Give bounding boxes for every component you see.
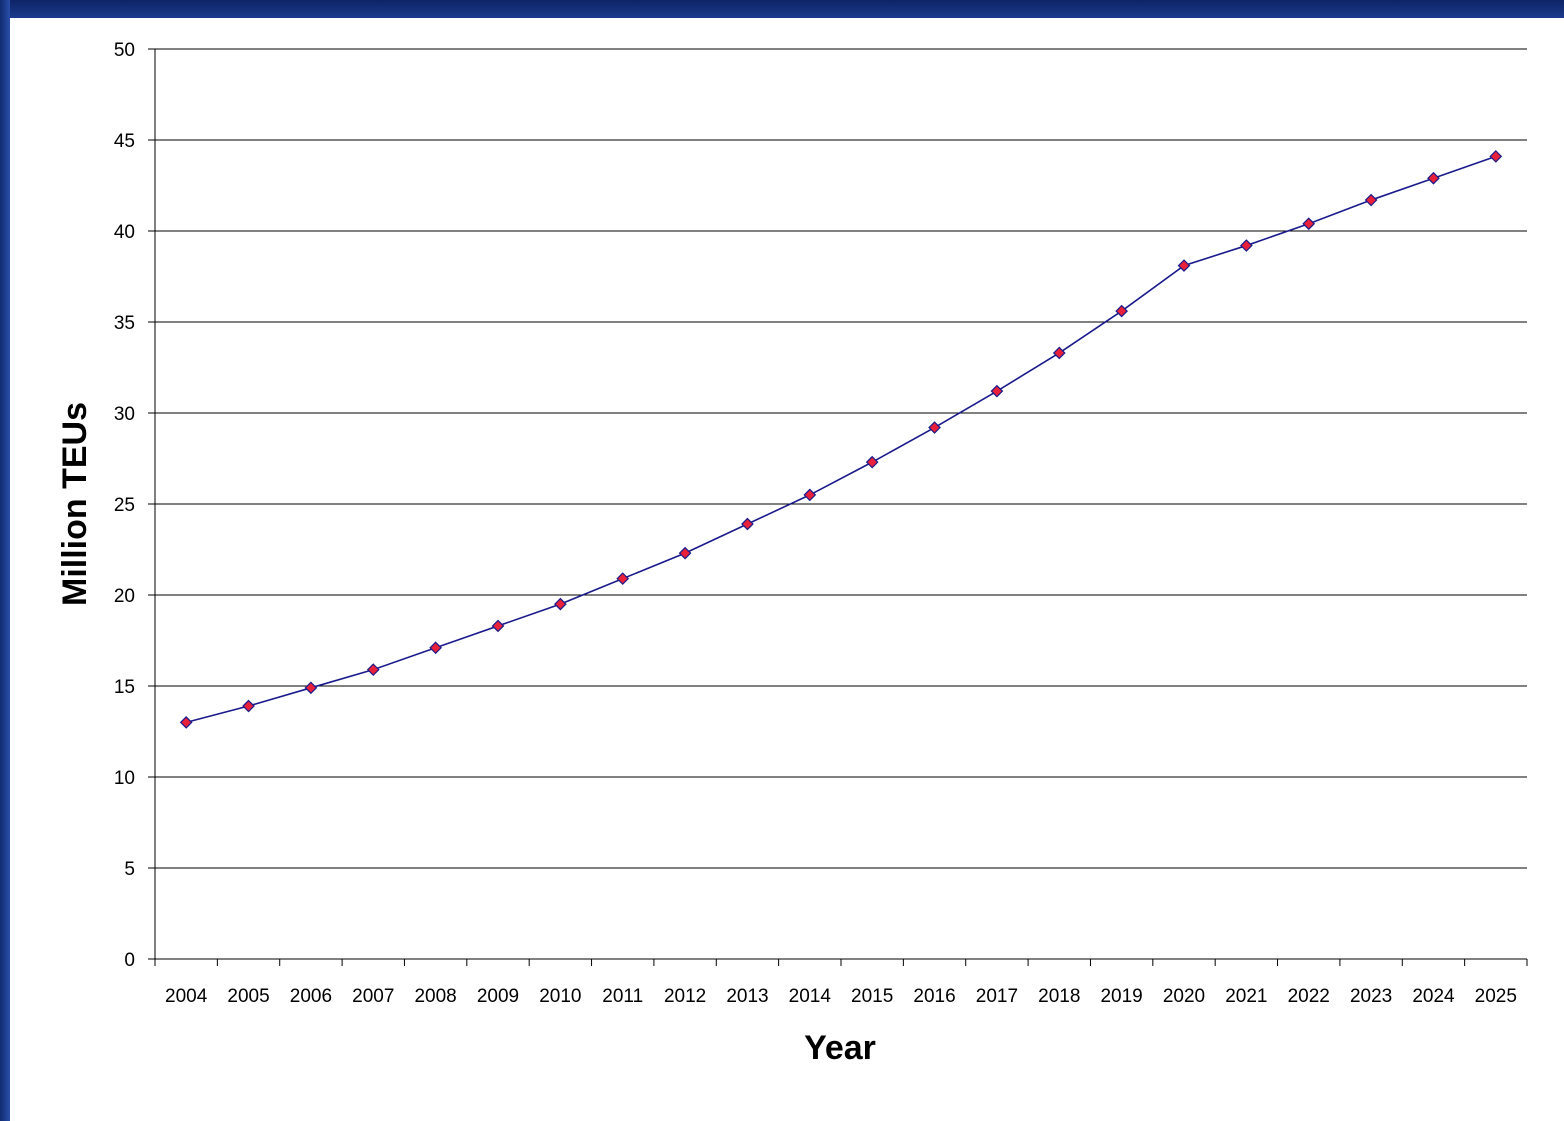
gridlines [155, 48, 1527, 869]
y-tick-label: 40 [114, 222, 135, 243]
data-point-marker [304, 681, 318, 695]
x-tick-label: 2004 [165, 986, 208, 1007]
x-tick-label: 2025 [1475, 986, 1517, 1007]
x-tick-label: 2015 [851, 986, 893, 1007]
data-point-marker [1364, 193, 1378, 207]
x-tick-label: 2013 [726, 986, 768, 1007]
x-tick-label: 2021 [1225, 986, 1267, 1007]
data-point-marker [990, 384, 1004, 398]
x-axis-title: Year [804, 1029, 876, 1067]
y-tick-label: 50 [114, 40, 135, 61]
y-tick-label: 35 [114, 313, 135, 334]
x-tick-label: 2009 [477, 986, 519, 1007]
series-layer [179, 150, 1503, 729]
x-tick-label: 2014 [789, 986, 832, 1007]
data-point-marker [928, 421, 941, 434]
x-tick-label: 2011 [602, 986, 643, 1007]
data-point-marker [429, 641, 442, 655]
y-tick-label: 15 [114, 677, 135, 698]
data-point-marker [616, 572, 630, 585]
x-tick-label: 2020 [1163, 986, 1205, 1007]
y-tick-label: 20 [114, 586, 135, 607]
x-tick-label: 2023 [1350, 986, 1392, 1007]
data-point-marker [242, 699, 255, 713]
y-axis-title: Million TEUs [56, 402, 94, 606]
x-tick-label: 2019 [1100, 986, 1142, 1007]
x-tick-label: 2024 [1412, 986, 1455, 1007]
x-tick-label: 2012 [664, 986, 706, 1007]
top-border-band [0, 0, 1564, 18]
x-tick-label: 2016 [913, 986, 955, 1007]
y-tick-label: 25 [114, 495, 135, 516]
y-tick-label: 5 [124, 859, 135, 880]
data-point-marker [678, 546, 692, 560]
data-point-marker [865, 455, 879, 469]
x-axis-ticks: 2004 2005 2006 2007 2008 2009 2010 2011 2012 2013… [154, 959, 1528, 1007]
data-point-marker [1489, 150, 1503, 163]
y-tick-label: 45 [114, 131, 135, 152]
data-point-marker [803, 488, 817, 502]
x-tick-label: 2010 [539, 986, 581, 1007]
x-tick-label: 2018 [1038, 986, 1080, 1007]
x-tick-label: 2006 [290, 986, 332, 1007]
y-tick-label: 30 [114, 404, 135, 425]
data-point-marker [1427, 171, 1440, 185]
data-point-marker [741, 517, 754, 531]
y-tick-label: 0 [124, 950, 135, 971]
data-point-marker [491, 619, 505, 633]
data-point-marker [366, 663, 380, 676]
y-axis-ticks: 0 5 10 15 20 25 30 35 40 45 50 [114, 40, 155, 971]
x-tick-label: 2022 [1288, 986, 1330, 1007]
left-border-band [0, 0, 10, 1121]
data-point-marker [1177, 259, 1191, 272]
data-point-marker [179, 716, 193, 729]
data-point-marker [1302, 217, 1316, 231]
chart-panel [10, 18, 1564, 1121]
data-point-marker [1115, 304, 1128, 318]
data-point-marker [554, 597, 567, 611]
data-point-marker [1240, 239, 1253, 252]
series-line [185, 155, 1497, 724]
data-point-marker [1052, 346, 1066, 360]
x-tick-label: 2007 [352, 986, 394, 1007]
x-tick-label: 2008 [414, 986, 456, 1007]
x-tick-label: 2005 [227, 986, 269, 1007]
y-tick-label: 10 [114, 768, 135, 789]
x-tick-label: 2017 [976, 986, 1018, 1007]
